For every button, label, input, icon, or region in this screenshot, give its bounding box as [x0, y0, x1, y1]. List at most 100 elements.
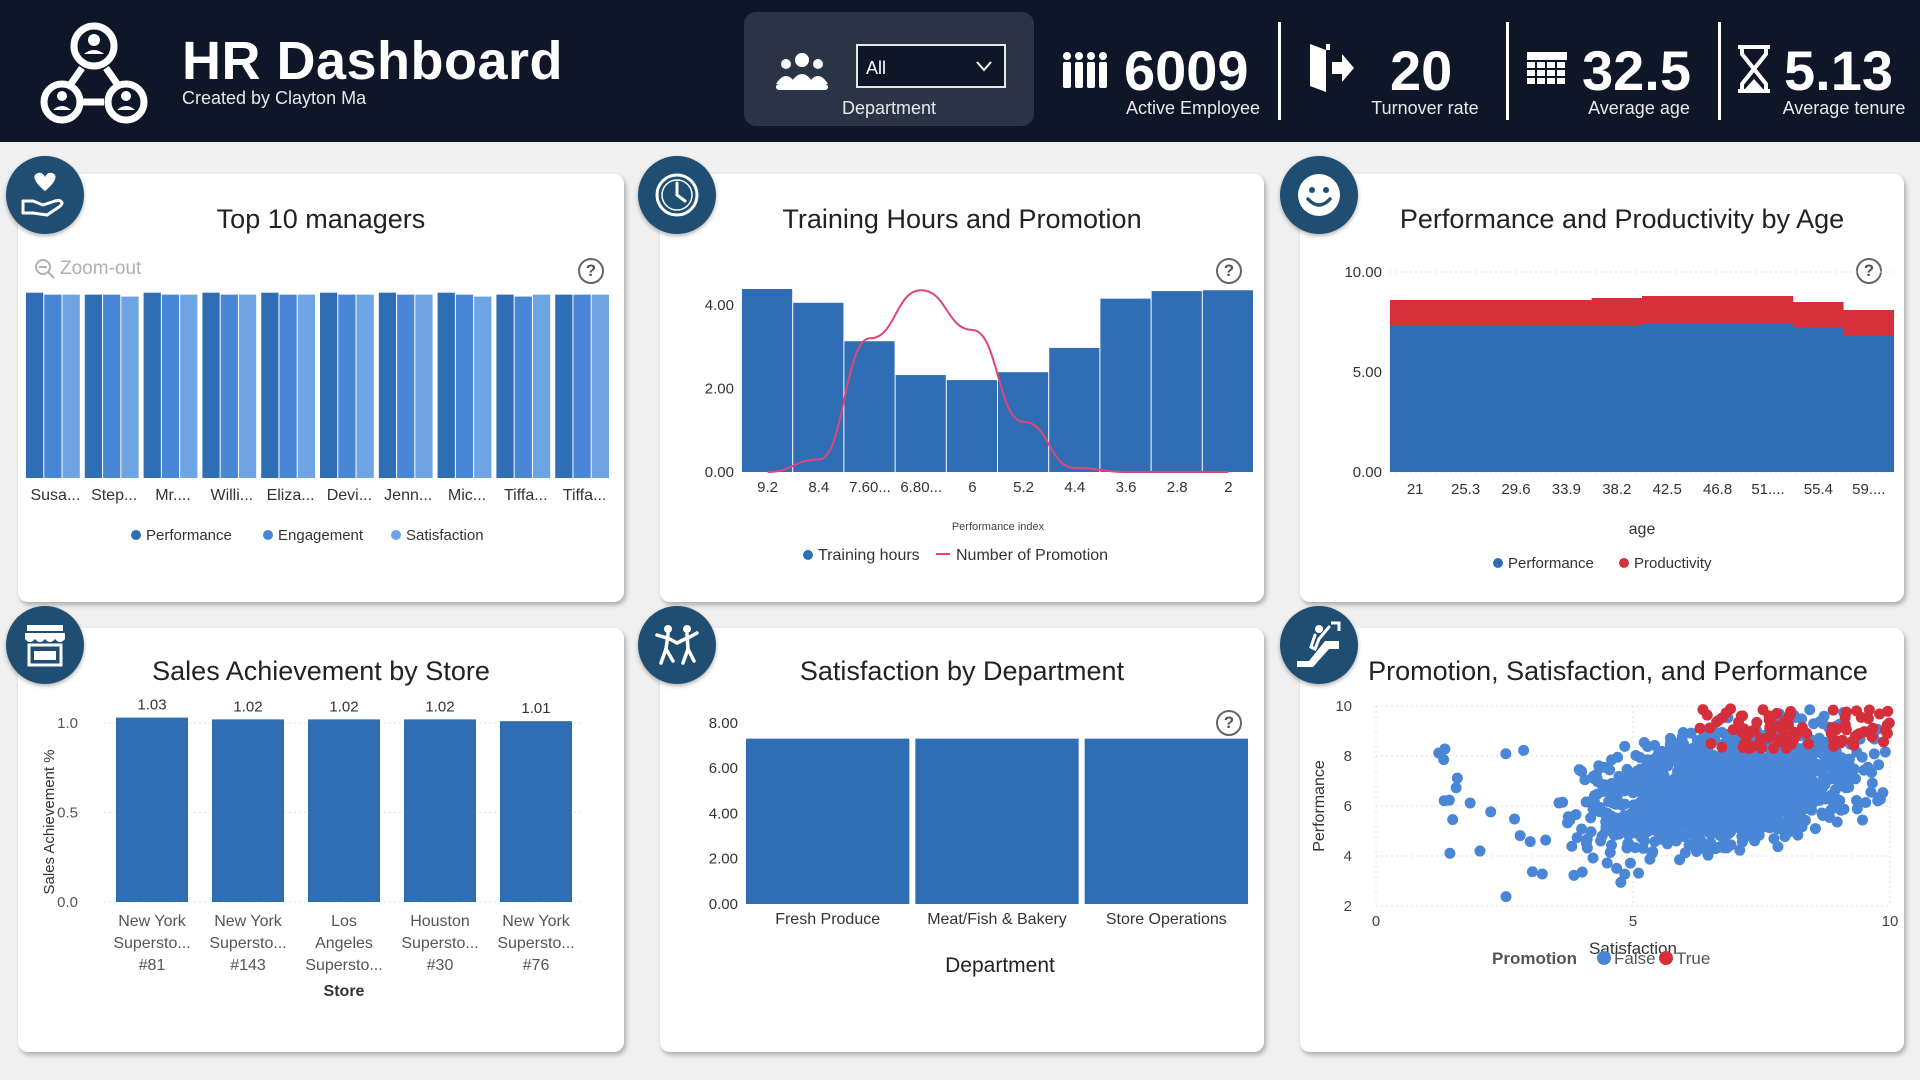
x-axis-title: Department	[945, 954, 1055, 977]
scatter-point-false	[1719, 796, 1731, 808]
scatter-point-false	[1630, 768, 1642, 780]
scatter-point-false	[1585, 812, 1597, 824]
y-tick-label: 2.00	[709, 851, 738, 868]
department-dropdown[interactable]: All	[856, 44, 1006, 88]
scatter-point-false	[1697, 757, 1709, 769]
bar-engagement	[279, 294, 297, 478]
scatter-point-true	[1727, 724, 1739, 736]
scatter-point-true	[1848, 739, 1860, 751]
scatter-point-false	[1866, 777, 1878, 789]
bar-satisfaction	[180, 294, 198, 478]
x-tick-label: 4.4	[1064, 479, 1085, 496]
kpi-average-tenure-label: Average tenure	[1782, 98, 1906, 118]
department-slicer: All Department	[744, 12, 1034, 126]
x-tick-label: Jenn...	[384, 487, 432, 504]
scatter-point-false	[1585, 826, 1597, 838]
help-icon[interactable]: ?	[1216, 710, 1242, 736]
legend-marker	[1493, 558, 1503, 568]
scatter-point-false	[1708, 756, 1720, 768]
scatter-point-false	[1680, 817, 1692, 829]
bar-satisfaction	[1084, 738, 1248, 904]
scatter-point-false	[1613, 784, 1625, 796]
scatter-point-false	[1796, 804, 1808, 816]
scatter-point-false	[1736, 795, 1748, 807]
bar-training-hours	[742, 289, 793, 472]
scatter-point-false	[1634, 797, 1646, 809]
scatter-point-true	[1825, 727, 1837, 739]
bar-performance	[143, 292, 161, 478]
scatter-point-false	[1500, 748, 1512, 760]
scatter-point-false	[1818, 710, 1830, 722]
bar-satisfaction	[591, 294, 609, 478]
bar-training-hours	[946, 380, 997, 472]
scatter-point-false	[1743, 826, 1755, 838]
scatter-point-false	[1646, 848, 1658, 860]
scatter-point-false	[1687, 761, 1699, 773]
bar-training-hours	[793, 302, 844, 472]
x-tick-label: Mr....	[155, 487, 191, 504]
kpi-average-tenure-value: 5.13	[1784, 39, 1893, 102]
help-icon[interactable]: ?	[1216, 258, 1242, 284]
x-tick-label: 25.3	[1451, 481, 1480, 498]
legend-title: Promotion	[1492, 949, 1577, 968]
bar-satisfaction	[297, 294, 315, 478]
scatter-point-false	[1485, 806, 1497, 818]
scatter-point-true	[1828, 740, 1840, 752]
kpi-active-employee-value: 6009	[1124, 39, 1249, 102]
scatter-point-true	[1849, 730, 1861, 742]
scatter-point-false	[1571, 832, 1583, 844]
bar-satisfaction	[415, 294, 433, 478]
x-tick-label: 29.6	[1501, 481, 1530, 498]
zoom-out-control[interactable]: Zoom-out	[34, 258, 141, 280]
scatter-point-false	[1720, 823, 1732, 835]
x-tick-label: 10	[1882, 913, 1899, 930]
scatter-point-false	[1819, 779, 1831, 791]
scatter-point-false	[1474, 845, 1486, 857]
scatter-point-true	[1697, 704, 1709, 716]
training-promotion-chart: 4.00 2.00 0.00 9.2 8.4 7.60... 6.80... 6 5.2 4.4 3…	[705, 289, 1253, 564]
kpi-turnover-rate-value: 20	[1390, 39, 1453, 102]
scatter-point-true	[1765, 728, 1777, 740]
scatter-point-true	[1755, 742, 1767, 754]
calendar-icon	[1527, 52, 1567, 84]
x-tick-label: 46.8	[1703, 481, 1732, 498]
scatter-point-true	[1705, 738, 1717, 750]
scatter-point-false	[1716, 814, 1728, 826]
help-icon[interactable]: ?	[578, 258, 604, 284]
bar-satisfaction	[121, 296, 139, 478]
y-tick-label: 2	[1344, 898, 1352, 915]
kpi-divider	[1506, 22, 1509, 120]
x-tick-label: Meat/Fish & Bakery	[927, 911, 1067, 928]
scatter-point-false	[1777, 778, 1789, 790]
scatter-point-false	[1716, 726, 1728, 738]
scatter-point-true	[1839, 719, 1851, 731]
scatter-point-false	[1761, 808, 1773, 820]
scatter-point-false	[1619, 798, 1631, 810]
scatter-point-false	[1868, 748, 1880, 760]
help-icon[interactable]: ?	[1856, 258, 1882, 284]
training-promotion-title: Training Hours and Promotion	[782, 204, 1142, 234]
department-dropdown-value: All	[866, 58, 887, 78]
scatter-point-false	[1818, 761, 1830, 773]
bar-performance	[555, 294, 573, 478]
promotion-badge	[1280, 606, 1358, 684]
bar-satisfaction	[915, 738, 1079, 904]
scatter-point-false	[1524, 836, 1536, 848]
x-tick-label: Supersto...	[497, 935, 574, 952]
scatter-point-false	[1713, 781, 1725, 793]
scatter-point-true	[1781, 742, 1793, 754]
scatter-point-false	[1597, 786, 1609, 798]
y-axis-title: Sales Achievement %	[41, 749, 58, 894]
kpi-average-age-value: 32.5	[1582, 39, 1691, 102]
scatter-point-false	[1664, 747, 1676, 759]
scatter-point-false	[1834, 756, 1846, 768]
scatter-point-true	[1773, 736, 1785, 748]
y-tick-label: 5.00	[1353, 364, 1382, 381]
x-tick-label: Supersto...	[401, 935, 478, 952]
top-managers-title: Top 10 managers	[216, 204, 426, 234]
exit-door-icon	[1310, 44, 1354, 92]
legend-label: False	[1614, 949, 1656, 968]
scatter-point-false	[1631, 824, 1643, 836]
scatter-point-false	[1576, 823, 1588, 835]
y-tick-label: 4	[1344, 848, 1352, 865]
